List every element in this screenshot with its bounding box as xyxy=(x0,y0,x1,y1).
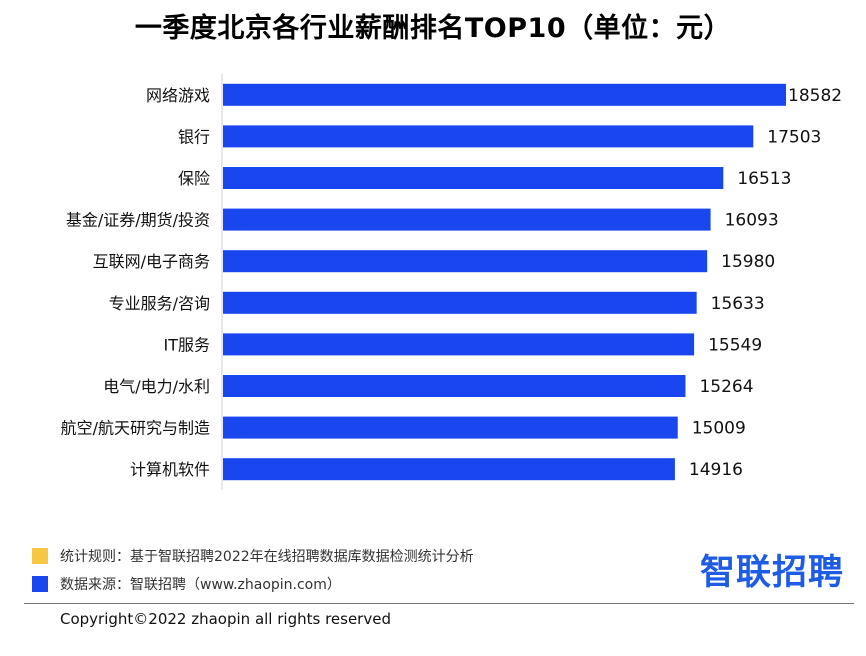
category-label-7: IT服务 xyxy=(164,335,211,354)
copyright-text: Copyright©2022 zhaopin all rights reserv… xyxy=(60,610,391,628)
category-label-8: 电气/电力/水利 xyxy=(103,377,210,396)
category-label-4: 基金/证券/期货/投资 xyxy=(66,211,210,230)
stat-rule-note: 统计规则：基于智联招聘2022年在线招聘数据库数据检测统计分析 xyxy=(32,546,474,566)
value-label-9: 15009 xyxy=(692,419,746,439)
value-label-2: 17503 xyxy=(767,127,821,147)
value-label-3: 16513 xyxy=(737,169,791,189)
value-label-10: 14916 xyxy=(689,460,743,480)
bar-1 xyxy=(223,83,786,106)
category-label-6: 专业服务/咨询 xyxy=(109,294,210,313)
value-label-1: 18582 xyxy=(788,86,842,106)
category-label-5: 互联网/电子商务 xyxy=(93,252,210,271)
bar-2 xyxy=(223,125,754,148)
data-source-note: 数据来源：智联招聘（www.zhaopin.com） xyxy=(32,574,341,594)
bar-8 xyxy=(223,375,686,397)
bar-chart: 网络游戏 18582 银行 17503 保险 16513 基金/证券/期货/投资 16093 互… xyxy=(61,74,842,490)
chart-title: 一季度北京各行业薪酬排名TOP10（单位：元） xyxy=(134,13,732,44)
bar-3 xyxy=(223,167,724,189)
bar-7 xyxy=(223,333,695,356)
data-source-text: 数据来源：智联招聘（www.zhaopin.com） xyxy=(60,577,341,593)
category-label-1: 网络游戏 xyxy=(146,86,210,105)
bar-6 xyxy=(223,291,697,314)
value-label-7: 15549 xyxy=(708,335,762,355)
value-label-6: 15633 xyxy=(711,294,765,314)
bar-4 xyxy=(223,208,711,231)
blue-legend-square xyxy=(32,576,48,592)
category-label-10: 计算机软件 xyxy=(130,460,210,479)
value-label-4: 16093 xyxy=(725,211,779,231)
zhaopin-logo: 智联招聘 xyxy=(700,553,845,593)
footer-divider xyxy=(24,603,854,604)
value-label-8: 15264 xyxy=(699,377,753,397)
category-label-9: 航空/航天研究与制造 xyxy=(61,419,210,438)
bar-9 xyxy=(223,416,678,439)
yellow-legend-square xyxy=(32,548,48,564)
stat-rule-text: 统计规则：基于智联招聘2022年在线招聘数据库数据检测统计分析 xyxy=(60,549,474,565)
bar-10 xyxy=(223,458,675,481)
bar-5 xyxy=(223,250,708,273)
category-label-2: 银行 xyxy=(178,127,210,146)
value-label-5: 15980 xyxy=(721,252,775,272)
category-label-3: 保险 xyxy=(178,169,210,188)
